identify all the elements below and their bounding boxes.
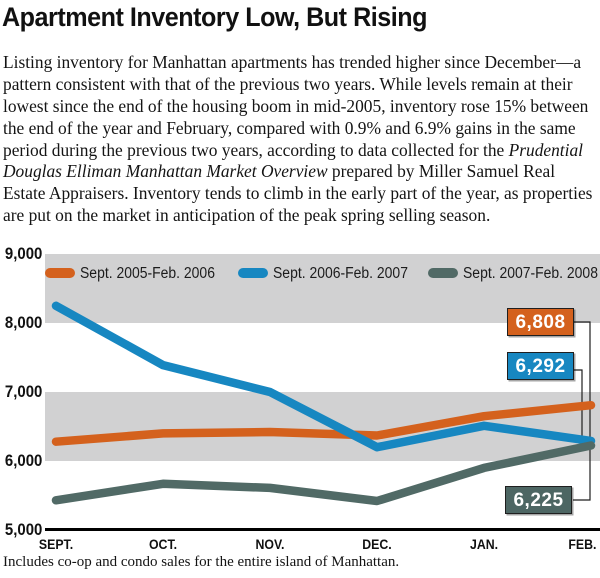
intro-paragraph: Listing inventory for Manhattan apartmen… xyxy=(3,52,598,226)
y-tick-9000: 9,000 xyxy=(4,244,43,263)
y-tick-8000: 8,000 xyxy=(4,313,43,332)
chart-canvas xyxy=(51,301,596,506)
legend-swatch-gray xyxy=(428,268,458,278)
callout-connectors xyxy=(573,321,591,501)
value-callout-6225: 6,225 xyxy=(505,486,572,514)
series-line-2 xyxy=(51,441,596,506)
publication-name: Prudential Douglas Elliman Manhattan Mar… xyxy=(3,139,583,182)
x-tick-jan: JAN. xyxy=(469,536,499,552)
x-tick-oct: OCT. xyxy=(148,536,178,552)
x-axis-line xyxy=(45,528,600,531)
legend-label-2007: Sept. 2007-Feb. 2008 xyxy=(463,265,598,282)
value-callout-6808: 6,808 xyxy=(507,308,574,336)
y-tick-6000: 6,000 xyxy=(4,451,43,470)
legend-label-2005: Sept. 2005-Feb. 2006 xyxy=(80,265,215,282)
legend-swatch-blue xyxy=(238,268,268,278)
series-line-1 xyxy=(51,301,596,452)
intro-text-2: prepared by Miller Samuel Real Estate Ap… xyxy=(3,161,593,225)
intro-text-1: Listing inventory for Manhattan apartmen… xyxy=(3,52,589,160)
legend-label-2006: Sept. 2006-Feb. 2007 xyxy=(273,265,408,282)
legend-swatch-orange xyxy=(45,268,75,278)
x-tick-sept: SEPT. xyxy=(38,536,74,552)
x-tick-dec: DEC. xyxy=(362,536,392,552)
line-chart: 9,000 8,000 7,000 6,000 5,000 Sept. 2005… xyxy=(0,244,600,578)
y-tick-5000: 5,000 xyxy=(4,520,43,539)
page-title: Apartment Inventory Low, But Rising xyxy=(2,2,428,32)
value-callout-6292: 6,292 xyxy=(507,352,574,380)
y-tick-7000: 7,000 xyxy=(4,382,43,401)
x-tick-nov: NOV. xyxy=(255,536,285,552)
series-line-0 xyxy=(51,400,596,446)
source-footnote: Includes co-op and condo sales for the e… xyxy=(3,554,400,570)
x-tick-feb: FEB. xyxy=(568,536,597,552)
